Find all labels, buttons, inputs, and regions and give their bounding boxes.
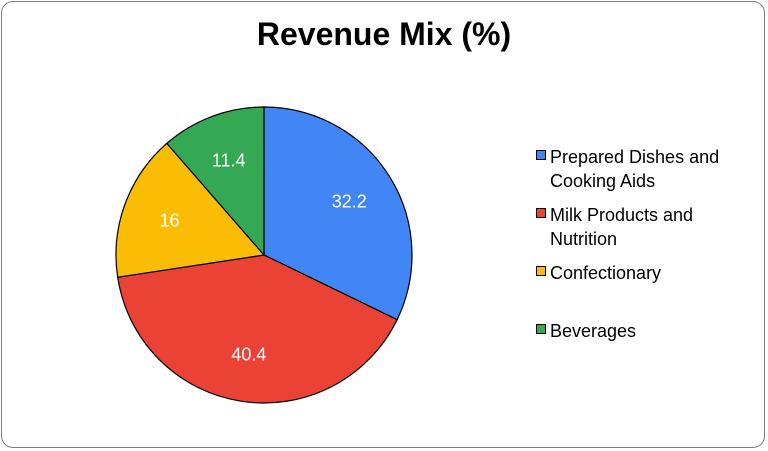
slice-value-label-2: 16: [160, 210, 180, 230]
legend-item-1: Milk Products and Nutrition: [536, 203, 761, 251]
legend-label: Beverages: [550, 321, 637, 341]
slice-value-label-0: 32.2: [332, 192, 367, 212]
legend-item-3: Beverages: [536, 319, 636, 343]
legend-swatch: [536, 266, 546, 276]
pie-slice-2: [115, 142, 266, 278]
slice-value-label-1: 40.4: [231, 344, 266, 364]
pie-slice-0: [263, 106, 413, 321]
legend-swatch: [536, 324, 546, 334]
legend-swatch: [536, 150, 546, 160]
legend-item-2: Confectionary: [536, 261, 661, 285]
legend-item-0: Prepared Dishes and Cooking Aids: [536, 145, 761, 193]
pie-slice-1: [116, 254, 398, 404]
legend-label: Prepared Dishes and Cooking Aids: [550, 147, 720, 191]
slice-value-label-3: 11.4: [212, 151, 246, 171]
chart-title: Revenue Mix (%): [256, 16, 512, 52]
legend-swatch: [536, 208, 546, 218]
legend-label: Milk Products and Nutrition: [550, 205, 694, 249]
legend-label: Confectionary: [550, 263, 662, 283]
pie-slice-3: [165, 106, 265, 257]
